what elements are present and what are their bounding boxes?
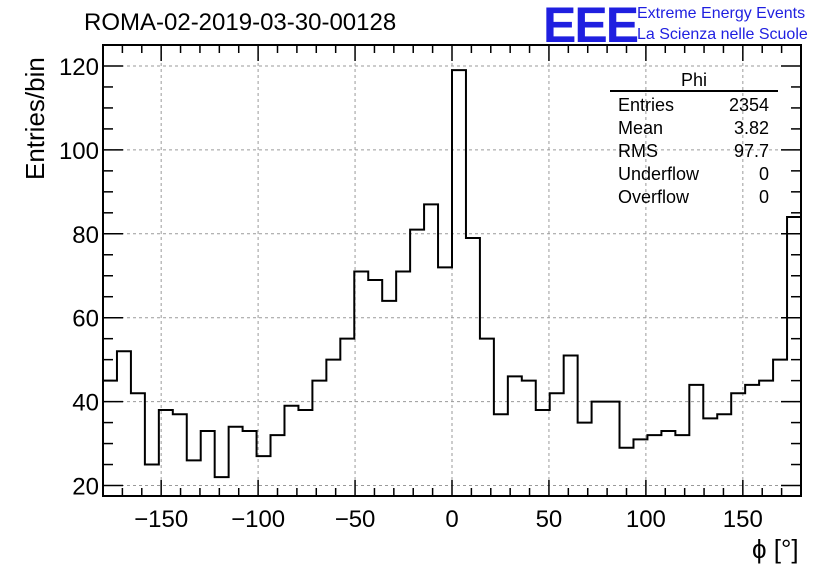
stats-value: 0 <box>758 187 769 207</box>
logo-line2: La Scienza nelle Scuole <box>637 26 808 43</box>
stats-row-rms: RMS 97.7 <box>610 140 778 163</box>
stats-label: Overflow <box>618 187 690 207</box>
y-tick-label: 20 <box>72 474 99 501</box>
x-tick-label: 0 <box>445 506 458 533</box>
y-tick-label: 40 <box>72 390 99 417</box>
y-tick-labels: 20 40 60 80 100 120 <box>59 54 99 501</box>
stats-box: Phi Entries 2354 Mean 3.82 RMS 97.7 Unde… <box>610 70 778 209</box>
eee-logo: EEE <box>543 0 639 53</box>
y-tick-label: 80 <box>72 222 99 249</box>
logo-line1: Extreme Energy Events <box>637 5 806 22</box>
x-tick-label: 50 <box>536 506 563 533</box>
y-tick-label: 100 <box>59 138 99 165</box>
stats-row-entries: Entries 2354 <box>610 94 778 117</box>
histogram-line <box>103 69 801 479</box>
stats-label: Entries <box>618 95 675 115</box>
y-axis-label: Entries/bin <box>20 57 50 180</box>
y-tick-label: 60 <box>72 306 99 333</box>
y-tick-label: 120 <box>59 54 99 81</box>
x-tick-labels: −150 −100 −50 0 50 100 150 <box>134 506 763 533</box>
stats-label: Underflow <box>618 164 700 184</box>
x-tick-label: 100 <box>626 506 666 533</box>
axis-ticks <box>102 44 802 496</box>
stats-value: 3.82 <box>733 118 769 138</box>
logo-text: Extreme Energy Events La Scienza nelle S… <box>637 3 808 45</box>
x-tick-label: −150 <box>134 506 188 533</box>
stats-value: 2354 <box>728 95 769 115</box>
x-tick-label: 150 <box>723 506 763 533</box>
x-tick-label: −100 <box>231 506 285 533</box>
x-axis-label: ϕ [°] <box>752 534 799 564</box>
chart-title: ROMA-02-2019-03-30-00128 <box>84 9 397 36</box>
stats-row-overflow: Overflow 0 <box>610 186 778 209</box>
stats-label: RMS <box>618 141 658 161</box>
x-tick-label: −50 <box>335 506 376 533</box>
stats-row-mean: Mean 3.82 <box>610 117 778 140</box>
stats-value: 97.7 <box>733 141 769 161</box>
stats-title: Phi <box>610 70 778 92</box>
stats-row-underflow: Underflow 0 <box>610 163 778 186</box>
stats-label: Mean <box>618 118 664 138</box>
stats-value: 0 <box>758 164 769 184</box>
